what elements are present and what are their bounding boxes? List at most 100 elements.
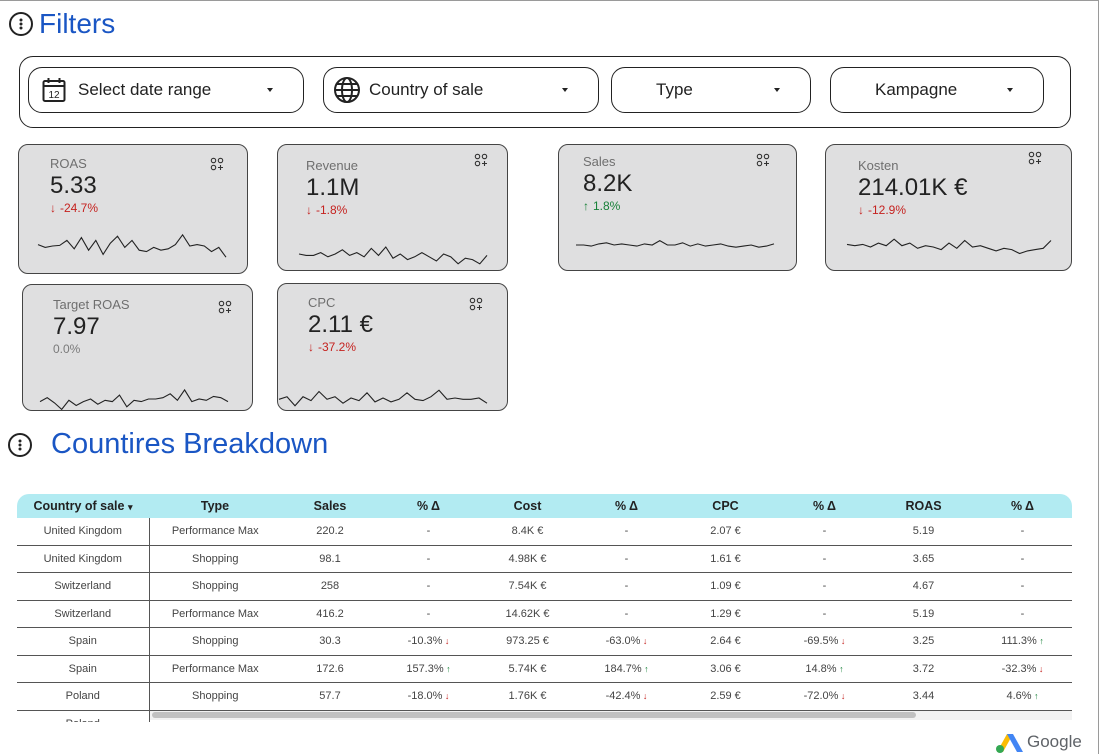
table-cell: - <box>973 600 1072 628</box>
campaign-label: Kampagne <box>875 80 958 99</box>
scorecard-revenue[interactable]: Revenue 1.1M ↓ -1.8% <box>277 144 508 271</box>
table-cell: Performance Max <box>149 518 281 546</box>
column-header-cpc-delta[interactable]: % Δ <box>775 494 874 518</box>
google-brand-text: Google <box>1027 732 1082 751</box>
table-cell: Performance Max <box>149 655 281 683</box>
more-options-icon[interactable] <box>9 12 33 36</box>
filters-title: Filters <box>39 8 116 39</box>
table-cell: Shopping <box>149 572 281 601</box>
table-cell: Poland <box>17 682 150 711</box>
table-cell: Performance Max <box>149 600 281 628</box>
scorecard-delta: ↑ 1.8% <box>583 199 621 213</box>
table-cell: - <box>577 545 676 573</box>
column-header-sales[interactable]: Sales <box>281 494 379 518</box>
type-label: Type <box>656 80 693 99</box>
table-cell: -32.3% ↓ <box>973 655 1072 683</box>
scorecard-cpc[interactable]: CPC 2.11 € ↓ -37.2% <box>277 283 508 411</box>
table-cell: 3.25 <box>874 627 973 656</box>
column-header-cost[interactable]: Cost <box>478 494 577 518</box>
table-cell: - <box>577 518 676 546</box>
table-row[interactable]: Spain Shopping 30.3 -10.3% ↓ 973.25 € -63.0% … <box>17 627 1072 656</box>
sparkline-kosten <box>846 238 1052 255</box>
more-options-icon[interactable] <box>8 432 32 457</box>
table-row[interactable]: United Kingdom Shopping 98.1-4.98K € -1.61 … <box>17 545 1072 573</box>
table-cell: 30.3 <box>281 627 379 656</box>
table-cell: -10.3% ↓ <box>379 627 478 656</box>
chevron-down-icon <box>267 88 273 92</box>
sparkline-revenue <box>298 246 488 265</box>
scorecard-value: 2.11 € <box>308 311 373 338</box>
column-header-roas-delta[interactable]: % Δ <box>973 494 1072 518</box>
scorecard-roas[interactable]: ROAS 5.33 ↓ -24.7% <box>18 144 248 274</box>
table-row[interactable]: Poland Shopping 57.7 -18.0% ↓ 1.76K € -42.4% … <box>17 682 1072 711</box>
arrow-down-icon: ↓ <box>442 691 450 702</box>
sparkline-path <box>37 233 227 258</box>
table-row[interactable]: Switzerland Performance Max 416.2-14.62K €… <box>17 600 1072 628</box>
table-cell: Shopping <box>149 682 281 711</box>
arrow-down-icon: ↓ <box>308 340 314 354</box>
card-options-icon[interactable] <box>756 153 770 167</box>
card-options-icon[interactable] <box>1028 151 1042 165</box>
scorecard-value: 8.2K <box>583 170 633 197</box>
type-dropdown[interactable]: Type <box>611 67 811 113</box>
filters-bar: 12 Select date range Country of sale Typ… <box>19 56 1071 128</box>
scrollbar-thumb[interactable] <box>152 712 916 718</box>
table-cell: - <box>577 572 676 601</box>
column-header-cpc[interactable]: CPC <box>676 494 775 518</box>
country-label: Country of sale <box>369 80 484 99</box>
card-options-icon[interactable] <box>218 300 232 314</box>
table-cell: -69.5% ↓ <box>775 627 874 656</box>
table-cell: 4.67 <box>874 572 973 601</box>
card-options-icon[interactable] <box>210 157 224 171</box>
scorecard-value: 5.33 <box>50 172 97 199</box>
sparkline-path <box>39 388 229 410</box>
table-cell: -63.0% ↓ <box>577 627 676 656</box>
sparkline-path <box>846 238 1052 255</box>
arrow-up-icon: ↑ <box>1036 636 1044 647</box>
column-header-cost-delta[interactable]: % Δ <box>577 494 676 518</box>
column-header-roas[interactable]: ROAS <box>874 494 973 518</box>
table-cell: - <box>577 600 676 628</box>
table-row[interactable]: Spain Performance Max 172.6 157.3% ↑ 5.74K €… <box>17 655 1072 683</box>
horizontal-scrollbar[interactable] <box>150 711 1072 720</box>
table-cell: United Kingdom <box>17 518 150 546</box>
sparkline-path <box>298 246 488 265</box>
table-cell: - <box>973 545 1072 573</box>
table-cell: 111.3% ↑ <box>973 627 1072 656</box>
arrow-down-icon: ↓ <box>1036 663 1044 674</box>
scorecard-title: Kosten <box>858 158 899 173</box>
table-cell: 3.06 € <box>676 655 775 683</box>
table-cell: - <box>379 518 478 546</box>
column-header-sales-delta[interactable]: % Δ <box>379 494 478 518</box>
card-options-icon[interactable] <box>474 153 488 167</box>
sparkline-target-roas <box>39 388 229 410</box>
sparkline-sales <box>576 239 775 248</box>
table-cell: Switzerland <box>17 600 150 628</box>
country-dropdown[interactable]: Country of sale <box>323 67 599 113</box>
table-cell: Shopping <box>149 627 281 656</box>
table-row[interactable]: United Kingdom Performance Max 220.2-8.4K … <box>17 518 1072 546</box>
arrow-up-icon: ↑ <box>641 663 649 674</box>
scorecard-sales[interactable]: Sales 8.2K ↑ 1.8% <box>558 144 797 271</box>
card-options-icon[interactable] <box>469 297 483 311</box>
table-cell: 3.44 <box>874 682 973 711</box>
table-row[interactable]: Switzerland Shopping 258-7.54K € -1.09 € -4.… <box>17 572 1072 601</box>
table-cell: 5.19 <box>874 518 973 546</box>
scorecard-kosten[interactable]: Kosten 214.01K € ↓ -12.9% <box>825 144 1072 271</box>
arrow-up-icon: ↑ <box>583 199 589 213</box>
table-cell: - <box>379 545 478 573</box>
column-header-country[interactable]: Country of sale ▾ <box>17 494 149 518</box>
table-cell: 7.54K € <box>478 572 577 601</box>
scorecard-target-roas[interactable]: Target ROAS 7.97 0.0% <box>22 284 253 411</box>
arrow-down-icon: ↓ <box>640 691 648 702</box>
scorecard-value: 7.97 <box>53 313 100 340</box>
table-cell: -72.0% ↓ <box>775 682 874 711</box>
scorecard-delta: ↓ -37.2% <box>308 340 357 354</box>
date-range-dropdown[interactable]: 12 Select date range <box>28 67 304 113</box>
sparkline-path <box>278 389 488 407</box>
table-cell: 1.09 € <box>676 572 775 601</box>
table-cell: 220.2 <box>281 518 379 546</box>
campaign-dropdown[interactable]: Kampagne <box>830 67 1044 113</box>
column-header-type[interactable]: Type <box>149 494 281 518</box>
sort-down-icon: ▾ <box>127 502 133 512</box>
